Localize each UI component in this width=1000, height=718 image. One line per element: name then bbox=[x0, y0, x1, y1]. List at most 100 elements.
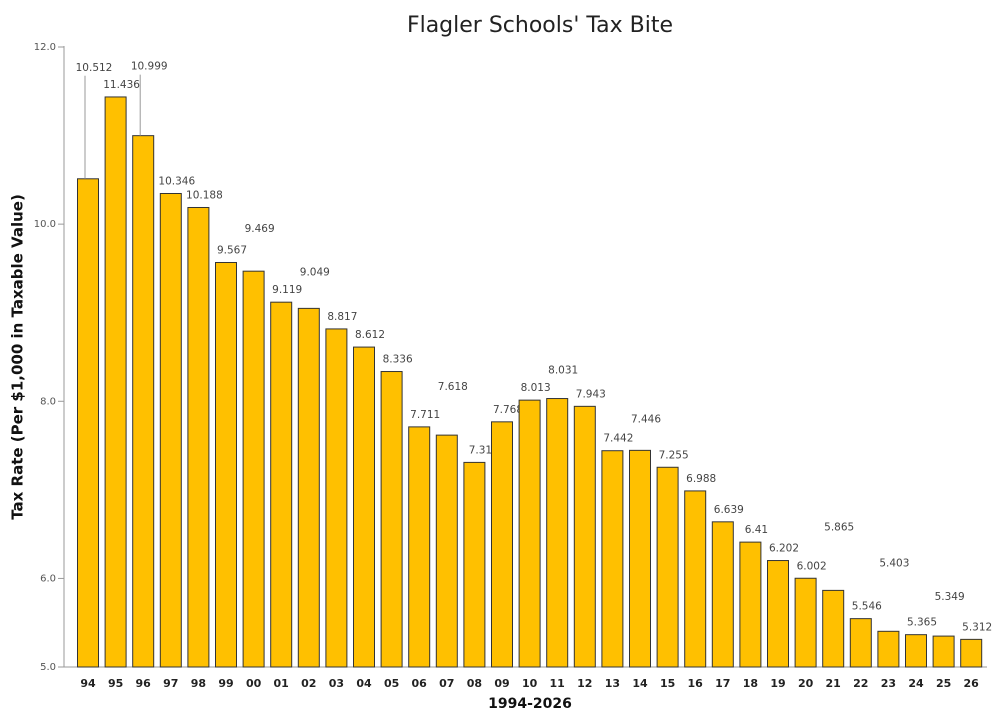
value-label: 9.469 bbox=[245, 223, 275, 235]
value-label: 7.442 bbox=[603, 433, 633, 445]
y-tick-label: 5.0 bbox=[40, 662, 56, 673]
x-tick-label: 13 bbox=[605, 677, 620, 690]
value-label: 9.049 bbox=[300, 266, 330, 278]
x-tick-label: 15 bbox=[660, 677, 675, 690]
x-tick-label: 03 bbox=[329, 677, 344, 690]
x-tick-label: 01 bbox=[274, 677, 289, 690]
bar bbox=[215, 261, 237, 668]
bar bbox=[242, 270, 265, 668]
y-tick-label: 8.0 bbox=[40, 396, 56, 407]
x-tick-label: 02 bbox=[301, 677, 316, 690]
value-label: 5.403 bbox=[879, 557, 909, 569]
value-label: 7.943 bbox=[576, 388, 606, 400]
bar bbox=[629, 449, 651, 668]
bar bbox=[518, 399, 541, 668]
bar bbox=[905, 634, 927, 668]
value-label: 5.546 bbox=[852, 601, 882, 613]
x-tick-label: 04 bbox=[356, 677, 372, 690]
bar bbox=[739, 541, 762, 668]
value-label: 8.612 bbox=[355, 329, 385, 341]
x-tick-label: 12 bbox=[577, 677, 592, 690]
value-label: 7.618 bbox=[438, 381, 468, 393]
value-label: 7.768 bbox=[493, 404, 523, 416]
x-tick-label: 19 bbox=[770, 677, 785, 690]
y-tick-label: 10.0 bbox=[34, 219, 56, 230]
bar bbox=[187, 206, 210, 668]
x-tick-label: 25 bbox=[936, 677, 951, 690]
x-tick-label: 99 bbox=[218, 677, 233, 690]
y-axis-title: Tax Rate (Per $1,000 in Taxable Value) bbox=[9, 194, 27, 520]
bar bbox=[546, 398, 569, 668]
bar bbox=[132, 135, 155, 668]
bar bbox=[463, 461, 486, 668]
value-label: 6.41 bbox=[745, 524, 768, 536]
x-tick-label: 11 bbox=[550, 677, 565, 690]
bar bbox=[353, 346, 375, 668]
chart-title: Flagler Schools' Tax Bite bbox=[407, 13, 673, 38]
x-tick-label: 20 bbox=[798, 677, 814, 690]
bar bbox=[325, 328, 348, 668]
bar bbox=[104, 96, 127, 668]
bar bbox=[767, 560, 789, 668]
bar bbox=[849, 618, 872, 668]
value-label: 10.512 bbox=[76, 62, 113, 74]
value-label: 6.988 bbox=[686, 473, 716, 485]
x-axis-title: 1994-2026 bbox=[488, 696, 572, 712]
x-tick-label: 07 bbox=[439, 677, 454, 690]
bar bbox=[960, 638, 983, 668]
y-tick-label: 6.0 bbox=[40, 573, 56, 584]
y-tick-label: 12.0 bbox=[34, 42, 56, 53]
value-label: 10.346 bbox=[158, 175, 195, 187]
bar bbox=[408, 426, 431, 668]
x-tick-label: 94 bbox=[80, 677, 96, 690]
value-label: 5.349 bbox=[935, 591, 965, 603]
bar bbox=[573, 405, 596, 668]
bar bbox=[711, 521, 734, 668]
x-tick-label: 97 bbox=[163, 677, 178, 690]
bar bbox=[159, 192, 182, 668]
value-label: 9.119 bbox=[272, 284, 302, 296]
x-tick-label: 18 bbox=[743, 677, 758, 690]
bar bbox=[684, 490, 707, 668]
bar bbox=[601, 450, 624, 668]
value-label: 8.013 bbox=[521, 382, 551, 394]
x-tick-label: 95 bbox=[108, 677, 123, 690]
x-tick-label: 10 bbox=[522, 677, 538, 690]
bar bbox=[270, 301, 293, 668]
bar bbox=[435, 434, 458, 668]
x-tick-label: 26 bbox=[964, 677, 980, 690]
bar bbox=[877, 630, 900, 668]
x-tick-label: 14 bbox=[632, 677, 648, 690]
value-label: 10.188 bbox=[186, 189, 223, 201]
bar bbox=[932, 635, 955, 668]
bar bbox=[794, 577, 817, 668]
x-tick-label: 98 bbox=[191, 677, 206, 690]
value-label: 5.365 bbox=[907, 617, 937, 629]
value-label: 6.202 bbox=[769, 543, 799, 555]
x-tick-label: 22 bbox=[853, 677, 868, 690]
bar bbox=[822, 589, 845, 668]
value-label: 8.336 bbox=[383, 354, 413, 366]
bar bbox=[77, 178, 99, 668]
bar bbox=[491, 421, 513, 668]
x-tick-label: 23 bbox=[881, 677, 896, 690]
bar bbox=[297, 307, 320, 668]
value-label: 6.002 bbox=[797, 560, 827, 572]
value-label: 8.031 bbox=[548, 365, 578, 377]
value-label: 5.865 bbox=[824, 521, 854, 533]
x-tick-label: 24 bbox=[908, 677, 924, 690]
x-tick-label: 08 bbox=[467, 677, 482, 690]
x-tick-label: 05 bbox=[384, 677, 399, 690]
value-label: 11.436 bbox=[103, 79, 140, 91]
x-tick-label: 16 bbox=[688, 677, 704, 690]
value-label: 9.567 bbox=[217, 244, 247, 256]
value-label: 7.711 bbox=[410, 409, 440, 421]
value-label: 8.817 bbox=[327, 311, 357, 323]
value-label: 6.639 bbox=[714, 504, 744, 516]
x-tick-label: 00 bbox=[246, 677, 262, 690]
value-label: 7.255 bbox=[659, 449, 689, 461]
x-tick-label: 06 bbox=[412, 677, 428, 690]
bar bbox=[380, 371, 403, 668]
x-tick-label: 17 bbox=[715, 677, 730, 690]
